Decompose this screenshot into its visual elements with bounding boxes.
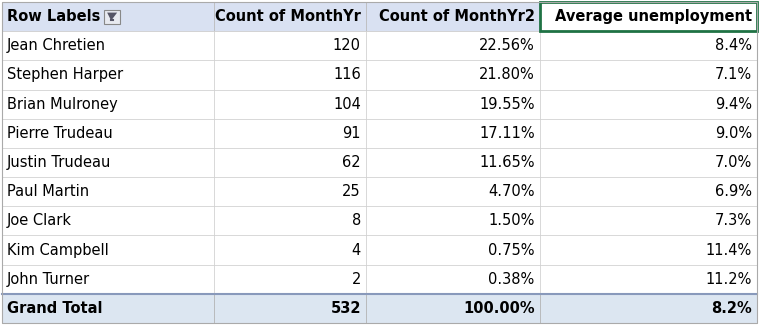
Bar	[540, 235, 757, 265]
Bar	[2, 90, 214, 119]
Text: 100.00%: 100.00%	[463, 301, 535, 316]
Bar	[2, 206, 214, 235]
Bar	[540, 2, 757, 31]
Bar	[214, 235, 366, 265]
Bar	[2, 148, 214, 177]
Bar	[2, 265, 214, 294]
Text: Stephen Harper: Stephen Harper	[7, 68, 123, 83]
Text: 9.4%: 9.4%	[715, 97, 752, 111]
Text: 4: 4	[351, 242, 361, 257]
Bar	[366, 148, 540, 177]
Bar	[214, 60, 366, 90]
Text: 2: 2	[351, 272, 361, 287]
Bar	[104, 10, 120, 24]
Bar	[214, 2, 366, 31]
Text: 8.2%: 8.2%	[711, 301, 752, 316]
Bar	[540, 31, 757, 60]
Text: 116: 116	[333, 68, 361, 83]
Bar	[2, 177, 214, 206]
Text: 11.4%: 11.4%	[706, 242, 752, 257]
Bar	[540, 90, 757, 119]
Text: 0.38%: 0.38%	[489, 272, 535, 287]
Text: 8: 8	[351, 214, 361, 228]
Text: 7.1%: 7.1%	[715, 68, 752, 83]
Text: 104: 104	[333, 97, 361, 111]
Bar	[540, 2, 757, 31]
Text: 91: 91	[342, 126, 361, 141]
Bar	[214, 294, 366, 323]
Text: Row Labels: Row Labels	[7, 9, 100, 24]
Bar	[540, 60, 757, 90]
Text: 4.70%: 4.70%	[488, 184, 535, 199]
Text: Count of MonthYr: Count of MonthYr	[215, 9, 361, 24]
Text: 17.11%: 17.11%	[479, 126, 535, 141]
Text: 7.0%: 7.0%	[715, 155, 752, 170]
Text: Jean Chretien: Jean Chretien	[7, 38, 106, 53]
Bar	[2, 119, 214, 148]
Text: 19.55%: 19.55%	[479, 97, 535, 111]
Text: 9.0%: 9.0%	[715, 126, 752, 141]
Text: 22.56%: 22.56%	[479, 38, 535, 53]
Bar	[2, 2, 214, 31]
Text: 11.2%: 11.2%	[706, 272, 752, 287]
Text: 11.65%: 11.65%	[479, 155, 535, 170]
Polygon shape	[107, 13, 117, 20]
Bar	[214, 206, 366, 235]
Text: 1.50%: 1.50%	[488, 214, 535, 228]
Bar	[2, 294, 214, 323]
Bar	[366, 119, 540, 148]
Text: 532: 532	[330, 301, 361, 316]
Text: Justin Trudeau: Justin Trudeau	[7, 155, 112, 170]
Text: 7.3%: 7.3%	[715, 214, 752, 228]
Text: Count of MonthYr2: Count of MonthYr2	[379, 9, 535, 24]
Bar	[366, 294, 540, 323]
Bar	[214, 90, 366, 119]
Bar	[540, 294, 757, 323]
Bar	[2, 235, 214, 265]
Text: 62: 62	[342, 155, 361, 170]
Text: 120: 120	[333, 38, 361, 53]
Bar	[366, 265, 540, 294]
Bar	[540, 265, 757, 294]
Text: Brian Mulroney: Brian Mulroney	[7, 97, 118, 111]
Bar	[214, 148, 366, 177]
Bar	[366, 206, 540, 235]
Text: 25: 25	[342, 184, 361, 199]
Text: 0.75%: 0.75%	[488, 242, 535, 257]
Bar	[2, 60, 214, 90]
Bar	[214, 177, 366, 206]
Bar	[214, 119, 366, 148]
Bar	[366, 235, 540, 265]
Text: 8.4%: 8.4%	[715, 38, 752, 53]
Bar	[214, 31, 366, 60]
Text: John Turner: John Turner	[7, 272, 90, 287]
Bar	[214, 265, 366, 294]
Bar	[540, 177, 757, 206]
Bar	[540, 119, 757, 148]
Text: Kim Campbell: Kim Campbell	[7, 242, 109, 257]
Text: Paul Martin: Paul Martin	[7, 184, 89, 199]
Bar	[366, 90, 540, 119]
Bar	[540, 206, 757, 235]
Bar	[366, 31, 540, 60]
Text: 6.9%: 6.9%	[715, 184, 752, 199]
Bar	[2, 31, 214, 60]
Text: Average unemployment: Average unemployment	[555, 9, 752, 24]
Bar	[366, 60, 540, 90]
Bar	[366, 2, 540, 31]
Text: Grand Total: Grand Total	[7, 301, 102, 316]
Text: Joe Clark: Joe Clark	[7, 214, 72, 228]
Bar	[540, 148, 757, 177]
Bar	[366, 177, 540, 206]
Text: Pierre Trudeau: Pierre Trudeau	[7, 126, 113, 141]
Text: 21.80%: 21.80%	[479, 68, 535, 83]
